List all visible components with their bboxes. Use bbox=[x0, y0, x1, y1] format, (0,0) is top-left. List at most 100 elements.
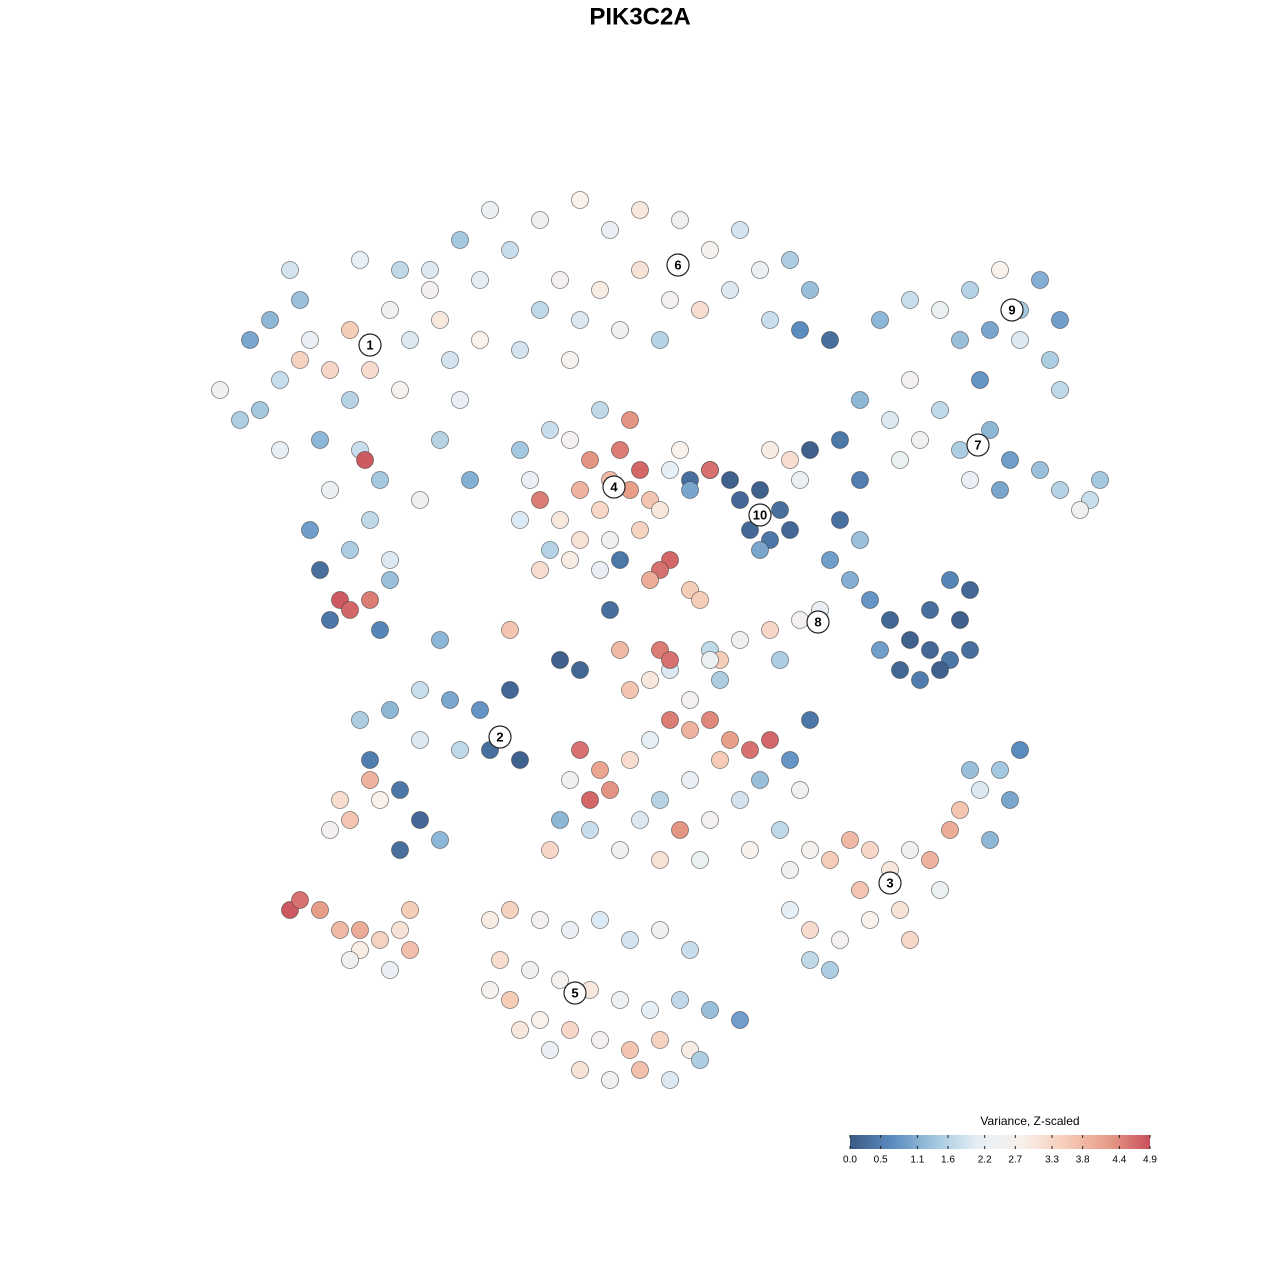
point bbox=[631, 201, 649, 219]
point bbox=[981, 831, 999, 849]
point bbox=[861, 841, 879, 859]
point bbox=[281, 261, 299, 279]
point bbox=[661, 291, 679, 309]
point bbox=[651, 501, 669, 519]
point bbox=[961, 581, 979, 599]
point bbox=[356, 451, 374, 469]
point bbox=[291, 351, 309, 369]
point bbox=[551, 271, 569, 289]
point bbox=[891, 451, 909, 469]
point bbox=[531, 1011, 549, 1029]
point bbox=[351, 711, 369, 729]
point bbox=[681, 721, 699, 739]
point bbox=[371, 931, 389, 949]
colorbar-tick-label: 2.2 bbox=[978, 1155, 992, 1166]
cluster-label: 8 bbox=[814, 614, 821, 629]
point bbox=[851, 531, 869, 549]
point bbox=[1051, 481, 1069, 499]
point bbox=[291, 891, 309, 909]
point bbox=[891, 661, 909, 679]
point bbox=[1041, 351, 1059, 369]
point bbox=[291, 291, 309, 309]
point bbox=[681, 691, 699, 709]
point bbox=[611, 991, 629, 1009]
colorbar-tick-label: 0.0 bbox=[843, 1155, 857, 1166]
point bbox=[871, 311, 889, 329]
point bbox=[711, 671, 729, 689]
point bbox=[971, 781, 989, 799]
point bbox=[501, 901, 519, 919]
point bbox=[611, 321, 629, 339]
cluster-label-badge bbox=[966, 433, 990, 457]
point bbox=[901, 631, 919, 649]
point bbox=[981, 321, 999, 339]
point bbox=[661, 461, 679, 479]
point bbox=[751, 481, 769, 499]
point bbox=[1051, 381, 1069, 399]
point bbox=[601, 531, 619, 549]
point bbox=[341, 811, 359, 829]
point bbox=[841, 571, 859, 589]
point bbox=[991, 761, 1009, 779]
point bbox=[631, 261, 649, 279]
point bbox=[671, 441, 689, 459]
point bbox=[641, 571, 659, 589]
point bbox=[901, 841, 919, 859]
point bbox=[571, 481, 589, 499]
point bbox=[791, 321, 809, 339]
point bbox=[661, 651, 679, 669]
point bbox=[521, 471, 539, 489]
point bbox=[761, 311, 779, 329]
point bbox=[591, 281, 609, 299]
point bbox=[561, 431, 579, 449]
point bbox=[411, 731, 429, 749]
point bbox=[691, 1051, 709, 1069]
point bbox=[821, 961, 839, 979]
point bbox=[651, 851, 669, 869]
point bbox=[671, 821, 689, 839]
point bbox=[311, 561, 329, 579]
point bbox=[661, 711, 679, 729]
point bbox=[331, 921, 349, 939]
point bbox=[801, 951, 819, 969]
point bbox=[961, 761, 979, 779]
cluster-label: 1 bbox=[366, 337, 373, 352]
point bbox=[621, 1041, 639, 1059]
point bbox=[791, 471, 809, 489]
point bbox=[631, 521, 649, 539]
point bbox=[771, 821, 789, 839]
point bbox=[601, 1071, 619, 1089]
colorbar-tick-label: 1.6 bbox=[941, 1155, 955, 1166]
point bbox=[331, 791, 349, 809]
point bbox=[761, 621, 779, 639]
point bbox=[521, 961, 539, 979]
point bbox=[451, 231, 469, 249]
point bbox=[901, 291, 919, 309]
point bbox=[591, 401, 609, 419]
point bbox=[381, 301, 399, 319]
point bbox=[921, 851, 939, 869]
point bbox=[651, 921, 669, 939]
point bbox=[391, 841, 409, 859]
point bbox=[861, 911, 879, 929]
point bbox=[451, 741, 469, 759]
point bbox=[301, 521, 319, 539]
colorbar-tick-label: 2.7 bbox=[1008, 1155, 1022, 1166]
point bbox=[721, 731, 739, 749]
point bbox=[511, 751, 529, 769]
point bbox=[561, 551, 579, 569]
point bbox=[451, 391, 469, 409]
point bbox=[661, 1071, 679, 1089]
point bbox=[431, 431, 449, 449]
point bbox=[531, 211, 549, 229]
point bbox=[571, 661, 589, 679]
point bbox=[591, 561, 609, 579]
cluster-label: 3 bbox=[886, 875, 893, 890]
point bbox=[551, 811, 569, 829]
point bbox=[931, 301, 949, 319]
point bbox=[471, 271, 489, 289]
point bbox=[371, 471, 389, 489]
cluster-label-badge bbox=[806, 610, 830, 634]
point bbox=[341, 321, 359, 339]
